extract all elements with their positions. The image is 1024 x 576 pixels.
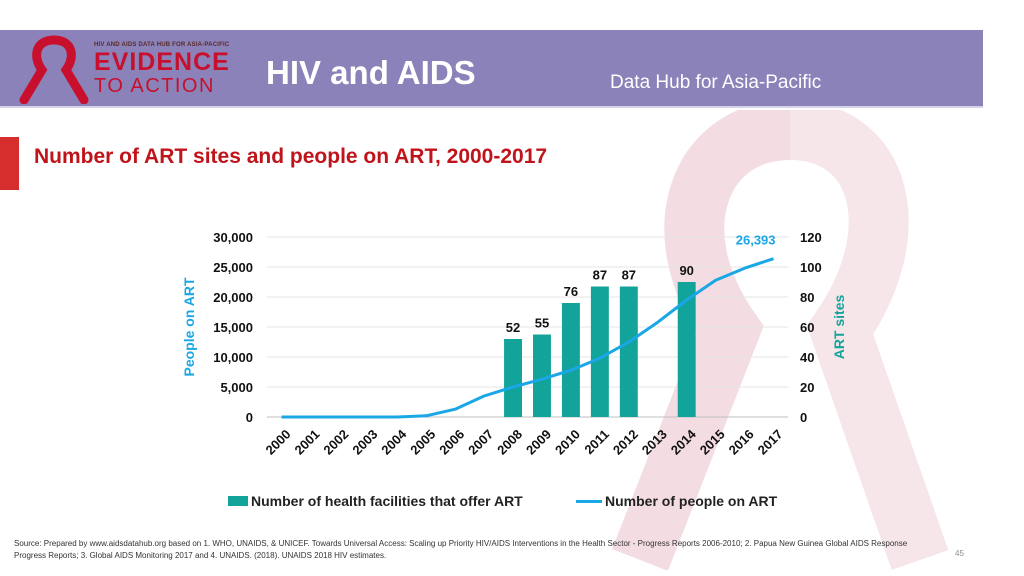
y-left-tick-label: 10,000 bbox=[213, 350, 253, 365]
logo-small-text: HIV AND AIDS DATA HUB FOR ASIA-PACIFIC bbox=[94, 42, 230, 48]
legend-item-bars: Number of health facilities that offer A… bbox=[228, 493, 523, 509]
y-right-tick-label: 100 bbox=[800, 260, 822, 275]
title-accent-bar bbox=[0, 137, 19, 190]
x-tick-label: 2004 bbox=[378, 426, 410, 458]
bar-art-sites bbox=[504, 339, 523, 417]
legend-line-label: Number of people on ART bbox=[605, 493, 778, 509]
bar-data-label: 76 bbox=[564, 284, 578, 299]
bar-art-sites bbox=[561, 303, 580, 417]
y-left-tick-label: 20,000 bbox=[213, 290, 253, 305]
x-tick-label: 2015 bbox=[697, 427, 728, 458]
header-title: HIV and AIDS bbox=[266, 54, 476, 91]
source-note: Source: Prepared by www.aidsdatahub.org … bbox=[14, 539, 908, 560]
x-tick-label: 2000 bbox=[263, 427, 294, 458]
x-tick-label: 2009 bbox=[523, 427, 554, 458]
page-number: 45 bbox=[955, 549, 964, 558]
evidence-to-action-logo: HIV AND AIDS DATA HUB FOR ASIA-PACIFIC E… bbox=[14, 34, 244, 105]
x-tick-label: 2002 bbox=[320, 427, 351, 458]
legend-bar-label: Number of health facilities that offer A… bbox=[251, 493, 523, 509]
y-left-tick-label: 30,000 bbox=[213, 230, 253, 245]
slide-title: Number of ART sites and people on ART, 2… bbox=[34, 145, 548, 168]
x-tick-label: 2017 bbox=[755, 427, 786, 458]
x-tick-label: 2010 bbox=[552, 427, 583, 458]
legend-line-swatch bbox=[576, 499, 602, 503]
x-tick-label: 2003 bbox=[349, 427, 380, 458]
x-tick-label: 2014 bbox=[668, 426, 700, 458]
bar-data-label: 87 bbox=[593, 268, 607, 283]
y-left-tick-label: 15,000 bbox=[213, 320, 253, 335]
background-ribbon-decoration bbox=[612, 110, 949, 570]
line-people-on-art bbox=[281, 257, 774, 419]
bar-data-label: 87 bbox=[622, 268, 636, 283]
x-tick-label: 2005 bbox=[407, 427, 438, 458]
logo-evidence-text: EVIDENCE bbox=[94, 48, 230, 76]
header-bar: HIV AND AIDS DATA HUB FOR ASIA-PACIFIC E… bbox=[0, 30, 983, 108]
x-tick-label: 2006 bbox=[436, 427, 467, 458]
y-left-tick-label: 0 bbox=[246, 410, 253, 425]
y-right-tick-label: 120 bbox=[800, 230, 822, 245]
y-right-tick-label: 80 bbox=[800, 290, 814, 305]
x-tick-label: 2012 bbox=[610, 427, 641, 458]
line-data-label: 26,393 bbox=[736, 233, 776, 248]
y-right-tick-label: 60 bbox=[800, 320, 814, 335]
bar-art-sites bbox=[619, 286, 638, 417]
logo-to-action-text: TO ACTION bbox=[94, 75, 215, 97]
legend-bar-swatch bbox=[228, 496, 248, 506]
x-tick-label: 2016 bbox=[726, 427, 757, 458]
bar-data-label: 55 bbox=[535, 316, 549, 331]
y-right-tick-label: 40 bbox=[800, 350, 814, 365]
y-left-tick-label: 25,000 bbox=[213, 260, 253, 275]
red-ribbon-icon bbox=[19, 35, 89, 105]
x-tick-label: 2007 bbox=[465, 427, 496, 458]
bar-art-sites bbox=[677, 282, 696, 417]
y-left-axis-label: People on ART bbox=[181, 277, 197, 376]
bar-data-label: 52 bbox=[506, 320, 520, 335]
x-tick-label: 2013 bbox=[639, 427, 670, 458]
bar-art-sites bbox=[532, 334, 551, 417]
bar-art-sites bbox=[590, 286, 609, 417]
y-right-tick-label: 20 bbox=[800, 380, 814, 395]
x-tick-label: 2008 bbox=[494, 427, 525, 458]
y-right-axis-label: ART sites bbox=[831, 295, 847, 360]
x-tick-label: 2001 bbox=[291, 427, 322, 458]
header-subtitle: Data Hub for Asia-Pacific bbox=[610, 72, 822, 93]
y-left-tick-label: 5,000 bbox=[220, 380, 253, 395]
legend-item-line: Number of people on ART bbox=[576, 493, 777, 509]
x-tick-label: 2011 bbox=[581, 427, 612, 458]
bar-data-label: 90 bbox=[679, 263, 693, 278]
art-combo-chart: 0 5,000 10,000 15,000 20,000 25,000 30,000 0 20 4… bbox=[181, 230, 847, 458]
y-right-tick-label: 0 bbox=[800, 410, 807, 425]
